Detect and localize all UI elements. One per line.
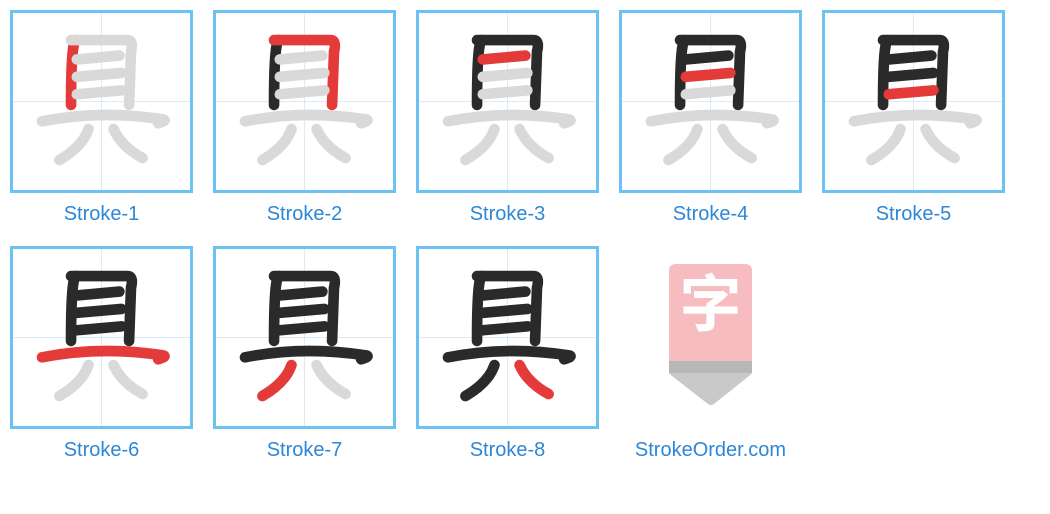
site-label: StrokeOrder.com <box>635 439 786 462</box>
stroke-cell: Stroke-8 <box>416 246 599 462</box>
stroke-box <box>213 246 396 429</box>
character-glyph <box>419 249 596 426</box>
stroke-cell: Stroke-7 <box>213 246 396 462</box>
character-glyph <box>216 13 393 190</box>
stroke-cell: Stroke-1 <box>10 10 193 226</box>
stroke-label: Stroke-4 <box>673 203 749 226</box>
character-glyph <box>13 13 190 190</box>
stroke-grid: Stroke-1 Stroke-2 Stroke-3 Stroke-4 Stroke-5… <box>10 10 1050 462</box>
stroke-cell: Stroke-4 <box>619 10 802 226</box>
character-glyph <box>622 13 799 190</box>
stroke-box <box>10 10 193 193</box>
stroke-label: Stroke-8 <box>470 439 546 462</box>
stroke-cell: Stroke-2 <box>213 10 396 226</box>
stroke-box <box>213 10 396 193</box>
logo-cell: 字 StrokeOrder.com <box>619 246 802 462</box>
stroke-box <box>822 10 1005 193</box>
character-glyph <box>13 249 190 426</box>
svg-text:字: 字 <box>679 271 741 340</box>
stroke-box <box>10 246 193 429</box>
stroke-label: Stroke-2 <box>267 203 343 226</box>
character-glyph <box>825 13 1002 190</box>
stroke-cell: Stroke-6 <box>10 246 193 462</box>
stroke-cell: Stroke-3 <box>416 10 599 226</box>
stroke-label: Stroke-5 <box>876 203 952 226</box>
stroke-box <box>619 10 802 193</box>
character-glyph <box>419 13 596 190</box>
stroke-label: Stroke-3 <box>470 203 546 226</box>
site-logo: 字 <box>619 246 802 429</box>
character-glyph <box>216 249 393 426</box>
stroke-label: Stroke-6 <box>64 439 140 462</box>
stroke-label: Stroke-1 <box>64 203 140 226</box>
stroke-cell: Stroke-5 <box>822 10 1005 226</box>
stroke-label: Stroke-7 <box>267 439 343 462</box>
stroke-box <box>416 246 599 429</box>
stroke-box <box>416 10 599 193</box>
